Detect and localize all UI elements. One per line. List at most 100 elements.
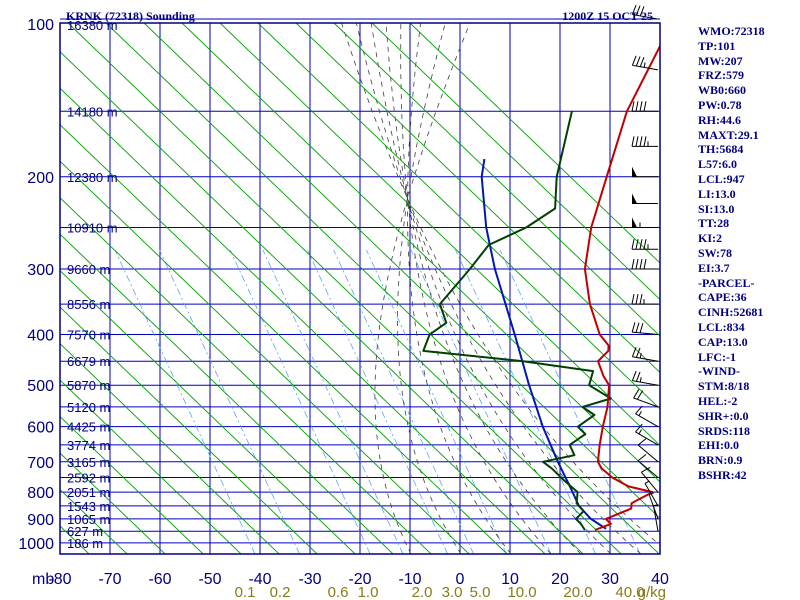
mixing-ratio-label: 0.2 xyxy=(270,584,291,600)
index-item: MW:207 xyxy=(698,53,743,68)
mixing-ratio-line xyxy=(455,249,596,554)
height-label: 9660 m xyxy=(67,262,110,277)
sounding-time: 1200Z 15 OCT 25 xyxy=(562,9,653,23)
mixing-ratio-line xyxy=(366,249,507,554)
dry-adiabat xyxy=(67,23,622,554)
wind-barb xyxy=(644,480,659,507)
index-item: CAP:13.0 xyxy=(698,334,748,349)
mixing-ratio-label: 0.6 xyxy=(328,584,349,600)
wind-barb xyxy=(631,371,659,386)
index-item: SW:78 xyxy=(698,245,733,260)
temperature-tick-label: -70 xyxy=(98,571,121,588)
wind-barb xyxy=(637,453,659,478)
dry-adiabat xyxy=(295,23,660,374)
mixing-ratio-line xyxy=(262,249,404,554)
pressure-tick-label: 800 xyxy=(27,485,54,502)
plot-frame xyxy=(59,22,661,555)
wind-barb xyxy=(640,466,659,493)
mixing-ratio-label: 2.0 xyxy=(412,584,433,600)
dry-adiabat xyxy=(60,87,546,554)
index-item: CAPE:36 xyxy=(698,290,747,305)
temperature-tick-label: -40 xyxy=(248,571,271,588)
dry-adiabat xyxy=(143,23,660,519)
dry-adiabat xyxy=(257,23,660,410)
mixing-ratio-line xyxy=(114,249,256,554)
dry-adiabat xyxy=(60,270,356,554)
wind-barb xyxy=(631,258,658,270)
temperature-tick-label: 0 xyxy=(456,571,465,588)
index-item: -PARCEL- xyxy=(698,275,755,290)
mixing-ratio-line xyxy=(307,249,448,554)
mixing-ratio-label: 5.0 xyxy=(470,584,491,600)
height-label: 8556 m xyxy=(67,297,110,312)
index-item: BSHR:42 xyxy=(698,467,747,482)
wind-barbs xyxy=(631,4,659,532)
mixing-ratio-label: 20.0 xyxy=(563,584,592,600)
mixing-ratio-lines xyxy=(114,249,641,554)
height-label: 1543 m xyxy=(67,499,110,514)
dry-adiabat xyxy=(409,23,660,264)
index-item: STM:8/18 xyxy=(698,379,750,394)
wind-barb xyxy=(631,239,658,250)
height-label: 627 m xyxy=(67,524,103,539)
index-item: L57:6.0 xyxy=(698,157,737,172)
mixing-ratio-label: 40.0 xyxy=(615,584,644,600)
dry-adiabat xyxy=(60,343,280,554)
index-item: TT:28 xyxy=(698,216,730,231)
index-item: RH:44.6 xyxy=(698,112,741,127)
wind-barb xyxy=(631,4,659,20)
height-label: 2592 m xyxy=(67,470,110,485)
height-label: 4425 m xyxy=(67,420,110,435)
index-item: LI:13.0 xyxy=(698,186,736,201)
temperature-tick-label: 20 xyxy=(551,571,569,588)
dry-adiabat xyxy=(219,23,660,447)
sounding-profiles xyxy=(422,44,660,531)
height-label: 6679 m xyxy=(67,354,110,369)
pressure-tick-label: 400 xyxy=(27,327,54,344)
wind-barb xyxy=(631,322,659,335)
mixing-ratio-line xyxy=(410,249,552,554)
moist-adiabat xyxy=(341,23,660,546)
height-label: 5120 m xyxy=(67,400,110,415)
index-item: SI:13.0 xyxy=(698,201,735,216)
temperature-tick-label: -30 xyxy=(298,571,321,588)
wind-barb xyxy=(631,347,659,362)
parcel-trace xyxy=(480,158,607,530)
mixing-ratio-label: 1.0 xyxy=(358,584,379,600)
index-item: SHR+:0.0 xyxy=(698,408,749,423)
wind-barb xyxy=(633,389,659,408)
index-item: FRZ:579 xyxy=(698,68,744,83)
index-item: KI:2 xyxy=(698,231,722,246)
temperature-trace xyxy=(583,44,660,531)
index-item: WMO:72318 xyxy=(698,24,765,38)
height-label: 12380 m xyxy=(67,170,118,185)
wind-barb xyxy=(635,405,659,428)
moist-adiabat xyxy=(406,23,512,554)
index-item: LCL:834 xyxy=(698,319,745,334)
moist-adiabat xyxy=(385,23,582,554)
wind-barb xyxy=(632,217,658,229)
height-label: 3165 m xyxy=(67,455,110,470)
mixing-ratio-line xyxy=(159,249,300,554)
temperature-tick-label: 40 xyxy=(651,571,669,588)
dry-adiabat xyxy=(60,160,470,554)
temperature-tick-label: 10 xyxy=(501,571,519,588)
index-item: WB0:660 xyxy=(698,83,746,98)
index-item: BRN:0.9 xyxy=(698,453,743,468)
height-label: 7570 m xyxy=(67,327,110,342)
dry-adiabat xyxy=(0,23,22,599)
mixing-ratio-line xyxy=(229,249,371,554)
height-label: 14180 m xyxy=(67,104,118,119)
moist-adiabat xyxy=(370,23,612,554)
wind-barb xyxy=(632,166,658,178)
height-label: 10910 m xyxy=(67,221,118,236)
height-label: 2051 m xyxy=(67,485,110,500)
dry-adiabat xyxy=(60,415,204,554)
station-title: KRNK (72318) Sounding xyxy=(66,9,195,23)
mixing-ratio-line xyxy=(499,249,641,554)
mixing-ratio-label: 0.1 xyxy=(235,584,256,600)
pressure-tick-label: 500 xyxy=(27,378,54,395)
sounding-indices-panel: WMO:72318 TP:101 MW:207 FRZ:579 WB0:660 PW:0.… xyxy=(698,24,798,483)
